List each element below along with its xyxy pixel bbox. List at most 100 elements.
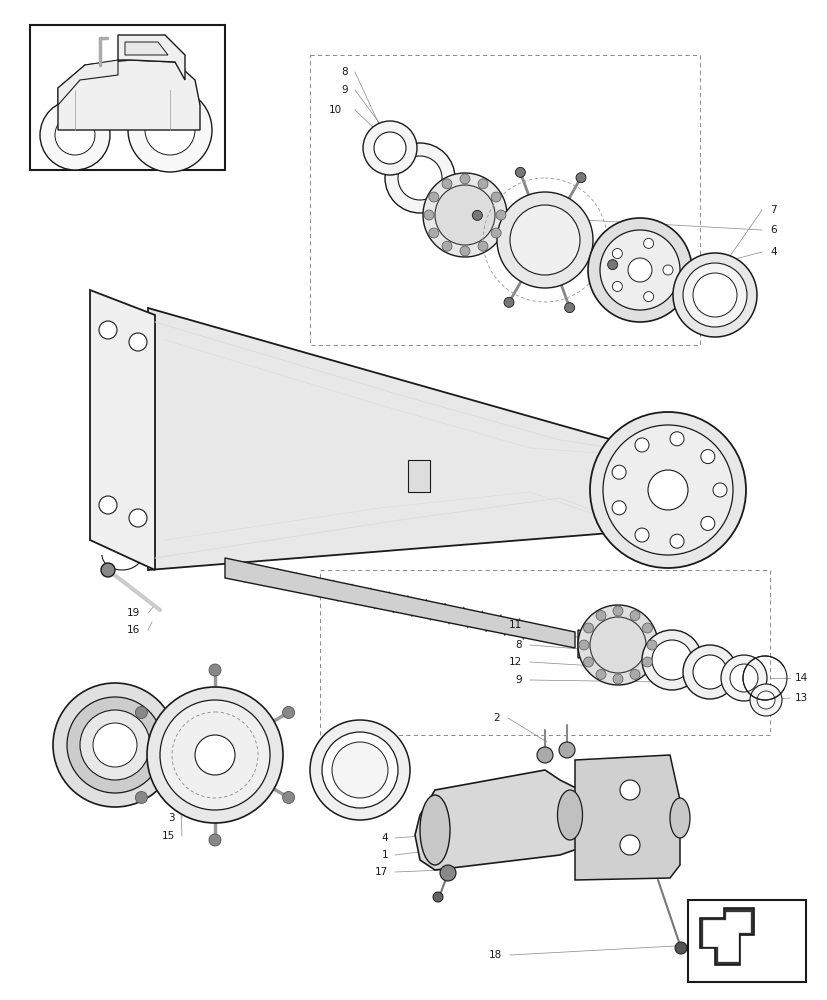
Text: 11: 11 <box>508 620 521 630</box>
Circle shape <box>80 710 150 780</box>
Polygon shape <box>574 755 679 880</box>
Polygon shape <box>90 290 155 570</box>
Circle shape <box>208 664 221 676</box>
Circle shape <box>600 230 679 310</box>
Circle shape <box>208 834 221 846</box>
Circle shape <box>611 501 625 515</box>
Circle shape <box>643 238 653 248</box>
Text: 8: 8 <box>341 67 347 77</box>
Circle shape <box>651 640 691 680</box>
Polygon shape <box>125 42 168 55</box>
Text: 3: 3 <box>168 813 174 823</box>
Circle shape <box>129 509 147 527</box>
Polygon shape <box>225 558 574 648</box>
Circle shape <box>577 605 657 685</box>
Circle shape <box>93 723 136 767</box>
Circle shape <box>720 655 766 701</box>
Circle shape <box>477 241 487 251</box>
Circle shape <box>423 173 506 257</box>
Circle shape <box>374 132 405 164</box>
Circle shape <box>682 263 746 327</box>
Polygon shape <box>118 35 184 80</box>
Circle shape <box>612 249 622 259</box>
Bar <box>687 900 805 982</box>
Circle shape <box>642 623 652 633</box>
Circle shape <box>309 720 409 820</box>
Circle shape <box>692 273 736 317</box>
Circle shape <box>398 156 442 200</box>
Text: 13: 13 <box>794 693 807 703</box>
Circle shape <box>583 623 593 633</box>
Ellipse shape <box>419 795 449 865</box>
Polygon shape <box>58 60 118 105</box>
Circle shape <box>101 563 115 577</box>
Circle shape <box>423 210 433 220</box>
Circle shape <box>160 700 270 810</box>
Circle shape <box>460 174 470 184</box>
Polygon shape <box>577 630 605 658</box>
Circle shape <box>129 333 147 351</box>
Circle shape <box>362 121 417 175</box>
Circle shape <box>504 297 514 307</box>
Circle shape <box>477 179 487 189</box>
Text: 12: 12 <box>508 657 521 667</box>
Circle shape <box>749 684 781 716</box>
Circle shape <box>674 942 686 954</box>
Bar <box>319 570 769 735</box>
Ellipse shape <box>669 798 689 838</box>
Circle shape <box>564 303 574 313</box>
Text: 16: 16 <box>127 625 140 635</box>
Circle shape <box>729 664 757 692</box>
Circle shape <box>495 210 505 220</box>
Polygon shape <box>699 908 753 965</box>
Circle shape <box>612 674 622 684</box>
Circle shape <box>145 105 195 155</box>
Circle shape <box>434 185 495 245</box>
Circle shape <box>611 465 625 479</box>
Circle shape <box>147 687 283 823</box>
Circle shape <box>756 691 774 709</box>
Circle shape <box>332 742 388 798</box>
Circle shape <box>612 281 622 291</box>
Circle shape <box>496 192 592 288</box>
Circle shape <box>590 617 645 673</box>
Circle shape <box>590 412 745 568</box>
Circle shape <box>99 496 117 514</box>
Text: 15: 15 <box>161 831 174 841</box>
Circle shape <box>490 192 500 202</box>
Text: 17: 17 <box>375 867 388 877</box>
Text: 9: 9 <box>514 675 521 685</box>
Circle shape <box>471 210 482 220</box>
Polygon shape <box>702 912 749 961</box>
Polygon shape <box>414 770 590 870</box>
Text: 10: 10 <box>328 105 342 115</box>
Circle shape <box>195 735 235 775</box>
Circle shape <box>700 516 714 530</box>
Circle shape <box>607 260 617 270</box>
Circle shape <box>385 143 455 213</box>
Circle shape <box>646 640 656 650</box>
Text: 9: 9 <box>341 85 347 95</box>
Circle shape <box>578 640 588 650</box>
Circle shape <box>537 747 552 763</box>
Text: 7: 7 <box>769 205 776 215</box>
Text: 18: 18 <box>488 950 501 960</box>
Text: 5: 5 <box>168 795 174 805</box>
Circle shape <box>629 611 639 621</box>
Circle shape <box>433 892 442 902</box>
Circle shape <box>612 606 622 616</box>
Circle shape <box>642 657 652 667</box>
Circle shape <box>712 483 726 497</box>
Ellipse shape <box>557 790 582 840</box>
Bar <box>30 25 225 170</box>
Text: 19: 19 <box>127 608 140 618</box>
Circle shape <box>514 167 525 177</box>
Text: 1: 1 <box>381 850 388 860</box>
Circle shape <box>595 669 605 679</box>
Circle shape <box>439 865 456 881</box>
Circle shape <box>669 432 683 446</box>
Circle shape <box>602 425 732 555</box>
Circle shape <box>619 835 639 855</box>
Bar <box>408 460 429 492</box>
Circle shape <box>55 115 95 155</box>
